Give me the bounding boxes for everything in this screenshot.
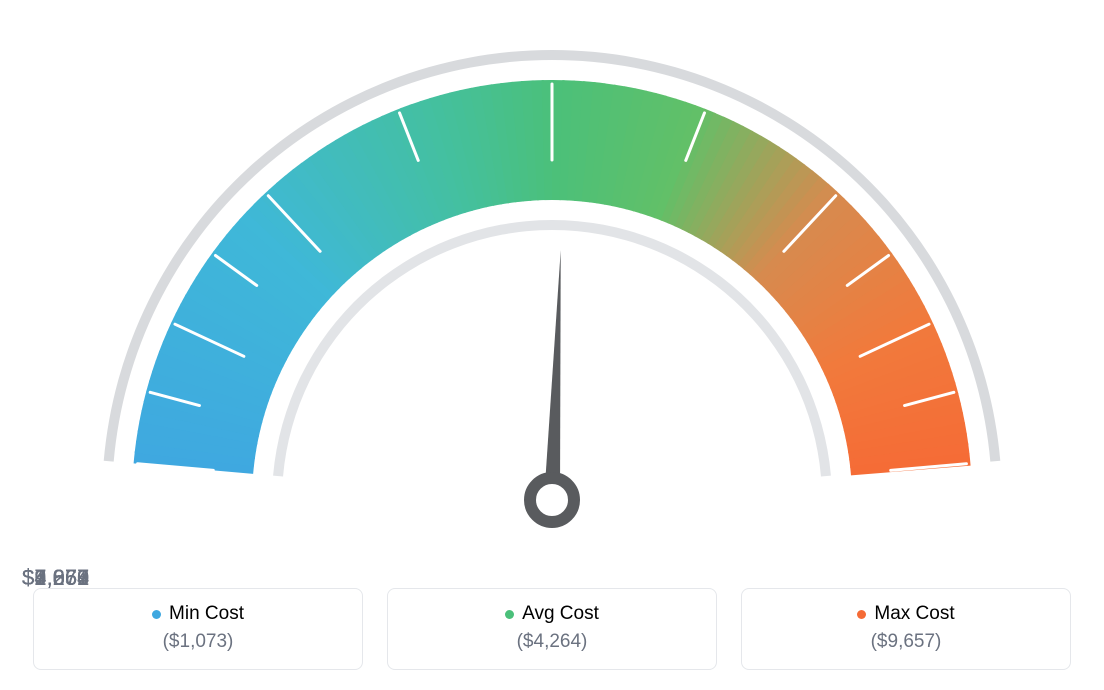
legend-value: ($1,073) bbox=[34, 631, 362, 653]
legend-value: ($4,264) bbox=[388, 631, 716, 653]
dot-icon bbox=[505, 610, 514, 619]
legend-card-max: Max Cost ($9,657) bbox=[741, 588, 1071, 670]
legend-row: Min Cost ($1,073) Avg Cost ($4,264) Max … bbox=[33, 588, 1071, 670]
dot-icon bbox=[857, 610, 866, 619]
legend-label: Max Cost bbox=[874, 603, 954, 625]
legend-label: Min Cost bbox=[169, 603, 244, 625]
legend-card-avg: Avg Cost ($4,264) bbox=[387, 588, 717, 670]
legend-value: ($9,657) bbox=[742, 631, 1070, 653]
cost-gauge-chart: $1,073$1,871$2,669$4,264$6,062$7,860$9,6… bbox=[0, 0, 1104, 690]
gauge: $1,073$1,871$2,669$4,264$6,062$7,860$9,6… bbox=[22, 20, 1082, 540]
legend-label: Avg Cost bbox=[522, 603, 599, 625]
gauge-svg bbox=[22, 20, 1082, 560]
dot-icon bbox=[152, 610, 161, 619]
legend-card-min: Min Cost ($1,073) bbox=[33, 588, 363, 670]
